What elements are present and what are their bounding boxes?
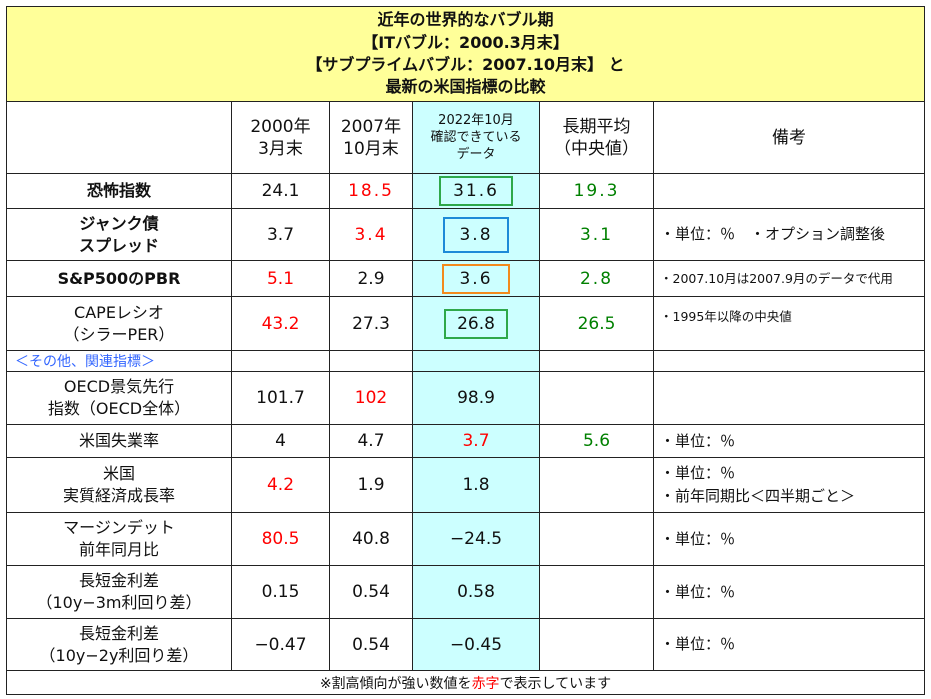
cell-remark: ・単位：％ ・前年同期比＜四半期ごと＞: [653, 457, 925, 513]
row-label: 恐怖指数: [6, 173, 232, 209]
cell-2000: 4: [231, 424, 330, 458]
row-label: 長短金利差 （10y−3m利回り差）: [6, 565, 232, 619]
header-long-term-average: 長期平均 （中央値）: [539, 101, 654, 174]
cell-average: [539, 618, 654, 671]
header-remarks: 備考: [653, 101, 925, 174]
row-label: CAPEレシオ （シラーPER）: [6, 296, 232, 351]
cell-2022: 31.6: [412, 173, 540, 209]
cell-2022: 1.8: [412, 457, 540, 513]
title-line-1: 近年の世界的なバブル期: [377, 10, 554, 30]
cell-2000: 43.2: [231, 296, 330, 351]
cell-2022: 3.7: [412, 424, 540, 458]
cell-remark: ・単位：％ ・オプション調整後: [653, 208, 925, 261]
cell-remark: [653, 173, 925, 209]
cell-average: 26.5: [539, 296, 654, 351]
cell-remark: ・1995年以降の中央値: [653, 296, 925, 351]
comparison-table: 近年の世界的なバブル期 【ITバブル：2000.3月末】 【サブプライムバブル：…: [6, 6, 925, 695]
cell-remark: [653, 371, 925, 425]
cell-2007: 0.54: [329, 565, 413, 619]
header-row: 2000年 3月末 2007年 10月末 2022年10月 確認できている デー…: [6, 101, 925, 174]
table-row: 米国 実質経済成長率 4.2 1.9 1.8 ・単位：％ ・前年同期比＜四半期ごと＞: [6, 457, 925, 513]
cell-2007: 2.9: [329, 260, 413, 297]
row-label: 米国失業率: [6, 424, 232, 458]
cell-average: [539, 457, 654, 513]
cell-2022: −0.45: [412, 618, 540, 671]
table-row: S&P500のPBR 5.1 2.9 3.6 2.8 ・2007.10月は200…: [6, 260, 925, 297]
cell-remark: ・単位：％: [653, 618, 925, 671]
table-row: ジャンク債 スプレッド 3.7 3.4 3.8 3.1 ・単位：％ ・オプション調…: [6, 208, 925, 261]
highlight-box-green: 31.6: [439, 176, 513, 206]
header-2022: 2022年10月 確認できている データ: [412, 101, 540, 174]
subheader-row: ＜その他、関連指標＞: [6, 350, 925, 372]
table-row: 恐怖指数 24.1 18.5 31.6 19.3: [6, 173, 925, 209]
cell-remark: ・単位：％: [653, 424, 925, 458]
footnote-red-word: 赤字: [471, 675, 500, 692]
cell-2000: 3.7: [231, 208, 330, 261]
cell-2000: −0.47: [231, 618, 330, 671]
cell-2022: 26.8: [412, 296, 540, 351]
cell-2000: 24.1: [231, 173, 330, 209]
cell-2000: 0.15: [231, 565, 330, 619]
header-corner: [6, 101, 232, 174]
table-title: 近年の世界的なバブル期 【ITバブル：2000.3月末】 【サブプライムバブル：…: [6, 6, 925, 102]
row-label: 米国 実質経済成長率: [6, 457, 232, 513]
cell-2022: 0.58: [412, 565, 540, 619]
cell-remark: ・2007.10月は2007.9月のデータで代用: [653, 260, 925, 297]
cell-2000: 5.1: [231, 260, 330, 297]
highlight-box-blue: 3.8: [443, 216, 509, 253]
row-label: 長短金利差 （10y−2y利回り差）: [6, 618, 232, 671]
header-2000: 2000年 3月末: [231, 101, 330, 174]
footnote-row: ※割高傾向が強い数値を赤字で表示しています: [6, 670, 925, 695]
table-row: OECD景気先行 指数（OECD全体） 101.7 102 98.9: [6, 371, 925, 425]
title-line-4: 最新の米国指標の比較: [385, 77, 546, 97]
table-row: 米国失業率 4 4.7 3.7 5.6 ・単位：％: [6, 424, 925, 458]
cell-average: [539, 512, 654, 566]
table-row: 長短金利差 （10y−3m利回り差） 0.15 0.54 0.58 ・単位：％: [6, 565, 925, 619]
title-row: 近年の世界的なバブル期 【ITバブル：2000.3月末】 【サブプライムバブル：…: [6, 6, 925, 102]
title-line-2: 【ITバブル：2000.3月末】: [362, 32, 569, 52]
cell-2007: 18.5: [329, 173, 413, 209]
subheader-label: ＜その他、関連指標＞: [6, 350, 232, 372]
cell-2007: 1.9: [329, 457, 413, 513]
cell-2007: 3.4: [329, 208, 413, 261]
cell-2000: 4.2: [231, 457, 330, 513]
header-2007: 2007年 10月末: [329, 101, 413, 174]
highlight-box-green: 26.8: [444, 308, 508, 339]
row-label: ジャンク債 スプレッド: [6, 208, 232, 261]
cell-2007: 27.3: [329, 296, 413, 351]
cell-2022: −24.5: [412, 512, 540, 566]
cell-average: [539, 371, 654, 425]
cell-2007: 40.8: [329, 512, 413, 566]
cell-2007: 4.7: [329, 424, 413, 458]
cell-2022: 3.8: [412, 208, 540, 261]
cell-remark: ・単位：％: [653, 565, 925, 619]
cell-2000: 80.5: [231, 512, 330, 566]
cell-average: 2.8: [539, 260, 654, 297]
cell-average: [539, 565, 654, 619]
cell-2007: 102: [329, 371, 413, 425]
row-label: OECD景気先行 指数（OECD全体）: [6, 371, 232, 425]
cell-average: 19.3: [539, 173, 654, 209]
highlight-box-orange: 3.6: [442, 263, 510, 294]
table-row: CAPEレシオ （シラーPER） 43.2 27.3 26.8 26.5 ・199…: [6, 296, 925, 351]
row-label: S&P500のPBR: [6, 260, 232, 297]
table-row: マージンデット 前年同月比 80.5 40.8 −24.5 ・単位：％: [6, 512, 925, 566]
footnote: ※割高傾向が強い数値を赤字で表示しています: [6, 670, 925, 695]
title-line-3: 【サブプライムバブル：2007.10月末】 と: [306, 55, 625, 74]
cell-2007: 0.54: [329, 618, 413, 671]
row-label: マージンデット 前年同月比: [6, 512, 232, 566]
table-row: 長短金利差 （10y−2y利回り差） −0.47 0.54 −0.45 ・単位：％: [6, 618, 925, 671]
cell-remark: ・単位：％: [653, 512, 925, 566]
cell-average: 3.1: [539, 208, 654, 261]
cell-2022: 3.6: [412, 260, 540, 297]
cell-2022: 98.9: [412, 371, 540, 425]
cell-2000: 101.7: [231, 371, 330, 425]
cell-average: 5.6: [539, 424, 654, 458]
